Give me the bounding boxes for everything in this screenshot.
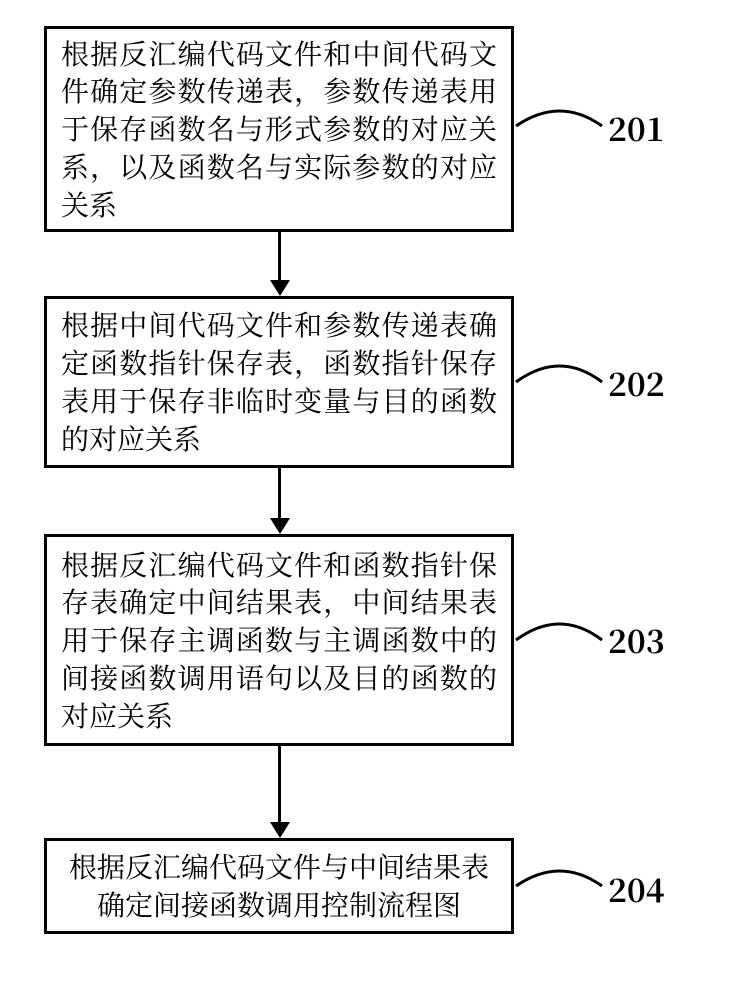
flowchart-canvas: 根据反汇编代码文件和中间代码文件确定参数传递表，参数传递表用于保存函数名与形式参… bbox=[0, 0, 729, 1000]
leader-line-step4 bbox=[0, 0, 729, 1000]
flow-node-label-step4: 204 bbox=[608, 866, 665, 912]
